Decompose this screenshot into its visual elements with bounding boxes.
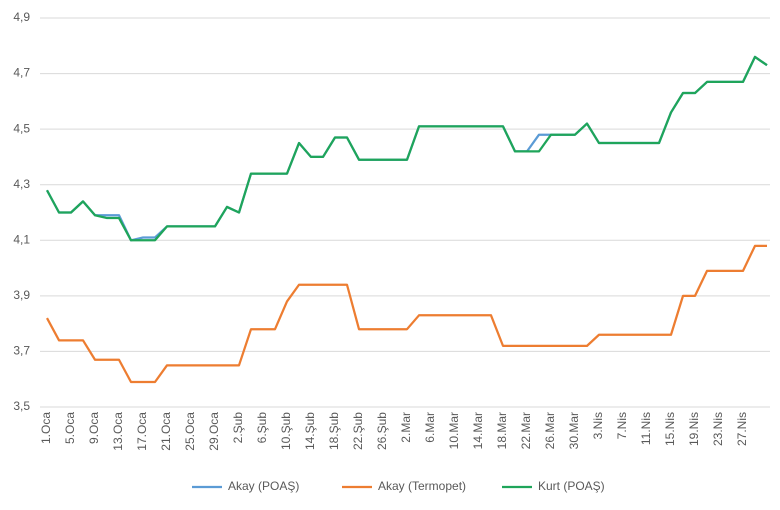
- x-tick-label: 18.Şub: [327, 412, 341, 450]
- x-tick-label: 15.Nis: [663, 412, 677, 446]
- x-tick-label: 14.Şub: [303, 412, 317, 450]
- x-tick-label: 3.Nis: [591, 412, 605, 439]
- x-tick-label: 13.Oca: [111, 412, 125, 451]
- x-tick-label: 27.Nis: [735, 412, 749, 446]
- legend-label: Akay (POAŞ): [228, 479, 299, 493]
- x-tick-label: 25.Oca: [183, 412, 197, 451]
- x-tick-label: 18.Mar: [495, 412, 509, 449]
- series-line: [46, 55, 768, 242]
- x-tick-label: 10.Mar: [447, 412, 461, 449]
- y-tick-label: 4,1: [13, 232, 30, 246]
- x-tick-label: 5.Oca: [63, 412, 77, 444]
- y-tick-label: 4,5: [13, 121, 30, 135]
- x-tick-label: 26.Şub: [375, 412, 389, 450]
- y-tick-label: 4,7: [13, 66, 30, 80]
- x-tick-label: 14.Mar: [471, 412, 485, 449]
- x-tick-label: 9.Oca: [87, 412, 101, 444]
- x-tick-label: 17.Oca: [135, 412, 149, 451]
- x-tick-label: 21.Oca: [159, 412, 173, 451]
- x-tick-label: 30.Mar: [567, 412, 581, 449]
- x-tick-label: 2.Şub: [231, 412, 245, 444]
- legend-label: Akay (Termopet): [378, 479, 466, 493]
- x-tick-label: 29.Oca: [207, 412, 221, 451]
- y-tick-label: 4,3: [13, 177, 30, 191]
- series-line: [46, 244, 767, 384]
- series-line: [46, 55, 768, 242]
- x-tick-label: 22.Mar: [519, 412, 533, 449]
- x-tick-label: 19.Nis: [687, 412, 701, 446]
- x-tick-label: 1.Oca: [39, 412, 53, 444]
- y-tick-label: 3,9: [13, 288, 30, 302]
- y-tick-label: 3,5: [13, 399, 30, 413]
- y-tick-label: 3,7: [13, 344, 30, 358]
- x-tick-label: 6.Şub: [255, 412, 269, 444]
- x-tick-label: 26.Mar: [543, 412, 557, 449]
- x-tick-label: 11.Nis: [639, 412, 653, 445]
- x-tick-label: 6.Mar: [423, 412, 437, 443]
- x-tick-label: 23.Nis: [711, 412, 725, 446]
- legend-label: Kurt (POAŞ): [538, 479, 605, 493]
- y-tick-label: 4,9: [13, 10, 30, 24]
- x-tick-label: 10.Şub: [279, 412, 293, 450]
- x-tick-label: 7.Nis: [615, 412, 629, 439]
- x-tick-label: 22.Şub: [351, 412, 365, 450]
- x-tick-label: 2.Mar: [399, 412, 413, 443]
